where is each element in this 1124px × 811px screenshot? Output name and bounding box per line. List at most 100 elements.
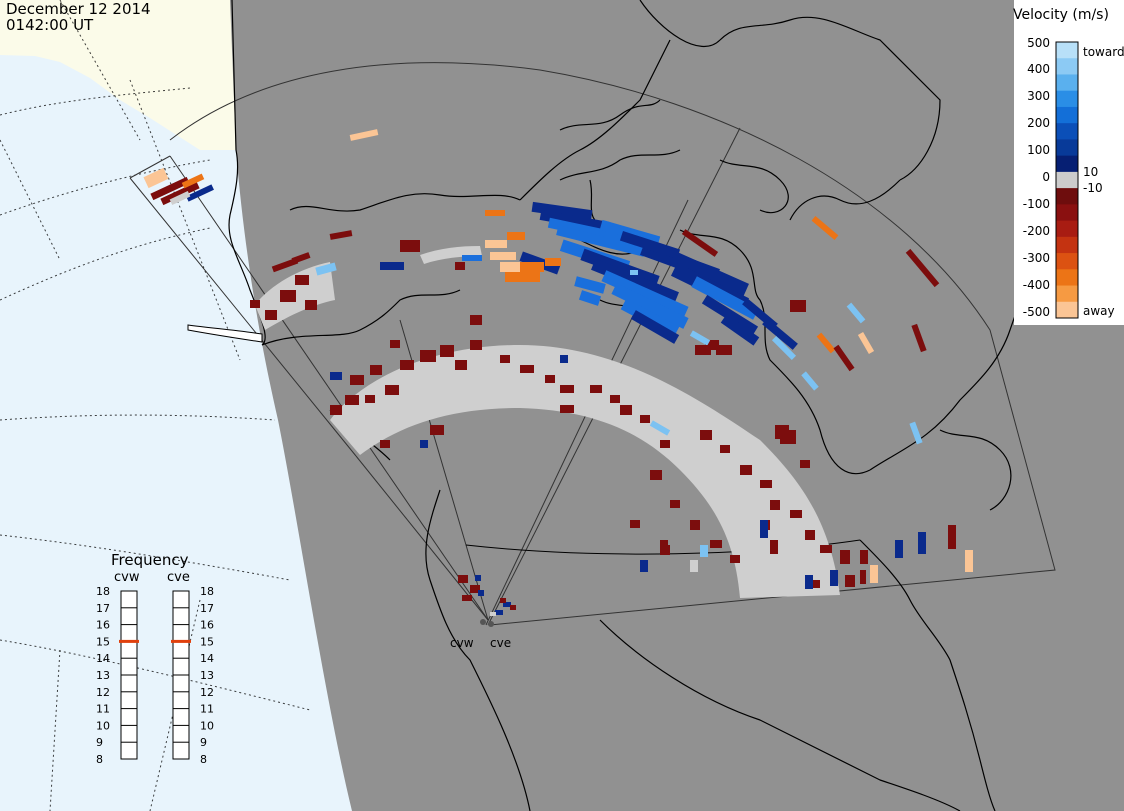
echo-cell — [857, 331, 875, 355]
echo-cell — [840, 550, 850, 564]
colorbar-cell — [1056, 301, 1078, 319]
radar-site-cvw-marker — [480, 619, 486, 625]
echo-cell — [330, 405, 342, 415]
ground-scatter-band — [330, 345, 840, 598]
colorbar-away-label: away — [1083, 304, 1115, 318]
echo-cell — [365, 395, 375, 403]
echo-cell — [870, 565, 878, 583]
frequency-tick-label: 9 — [200, 736, 207, 749]
colorbar-title: Velocity (m/s) — [1013, 7, 1109, 23]
graticule — [0, 0, 311, 811]
echo-cell — [770, 500, 780, 510]
echo-cell — [909, 421, 923, 445]
echo-cell — [345, 395, 359, 405]
echo-cell — [681, 229, 719, 257]
frequency-tick-label: 10 — [200, 719, 214, 732]
echo-cell — [485, 210, 505, 216]
echo-cell — [186, 184, 214, 202]
radar-site-cve-label: cve — [490, 636, 511, 650]
echo-cell — [660, 440, 670, 448]
frequency-tick-label: 9 — [96, 736, 103, 749]
colorbar-toward-label: toward — [1083, 45, 1124, 59]
echo-cell — [250, 300, 260, 308]
echo-cell — [790, 300, 806, 312]
colorbar-tick-label: 0 — [1042, 170, 1050, 184]
echo-cell — [490, 612, 496, 616]
echo-cell — [545, 258, 561, 266]
colorbar-tick-label: 400 — [1027, 62, 1050, 76]
frequency-tick-label: 13 — [200, 669, 214, 682]
echo-cell — [458, 575, 468, 583]
echo-cell — [295, 275, 309, 285]
echo-cell — [503, 602, 511, 607]
frequency-tick-label: 17 — [96, 602, 110, 615]
frequency-tick-label: 15 — [96, 635, 110, 648]
frequency-title: Frequency — [111, 551, 189, 569]
colorbar-cell — [1056, 236, 1078, 254]
echo-cell — [380, 440, 390, 448]
colorbar-tick-label: 200 — [1027, 116, 1050, 130]
echo-cell — [801, 371, 819, 391]
echo-cell — [816, 332, 836, 354]
echo-cell — [860, 550, 868, 564]
frequency-tick-label: 17 — [200, 602, 214, 615]
colorbar-cell — [1056, 269, 1078, 287]
echo-cell — [860, 570, 866, 584]
colorbar-cell — [1056, 155, 1078, 173]
frequency-tick-label: 12 — [200, 686, 214, 699]
echo-cell — [574, 276, 606, 294]
colorbar-cell — [1056, 204, 1078, 222]
frequency-marker-cvw — [119, 639, 139, 643]
echo-cell — [660, 540, 668, 550]
echo-cell — [560, 405, 574, 413]
echo-cell — [690, 520, 700, 530]
echo-cell — [620, 405, 632, 415]
echo-cell — [760, 520, 768, 538]
echo-cell — [420, 440, 428, 448]
echo-cell — [400, 240, 420, 252]
echo-cell — [720, 445, 730, 453]
echo-cell — [833, 344, 855, 372]
echo-cell — [556, 225, 646, 257]
echo-cell — [649, 420, 671, 436]
echo-cell — [911, 323, 927, 353]
colorbar-cell — [1056, 188, 1078, 205]
echo-cell — [475, 575, 481, 581]
colorbar-cell — [1056, 42, 1078, 59]
echo-cell — [350, 375, 364, 385]
frequency-markers — [119, 639, 191, 643]
colorbar-cell — [1056, 90, 1078, 108]
echo-cell — [805, 575, 813, 589]
echo-cell — [591, 258, 679, 304]
echo-cell — [630, 270, 638, 275]
echo-cell — [490, 252, 516, 260]
frequency-tick-label: 14 — [200, 652, 214, 665]
land-outside-grid — [0, 0, 236, 150]
echo-cell — [560, 385, 574, 393]
radar-site-cvw-label: cvw — [450, 636, 474, 650]
colorbar-cell — [1056, 285, 1078, 303]
colorbar-tick-label: -200 — [1023, 224, 1050, 238]
echo-cell — [640, 560, 648, 572]
echo-cell — [601, 270, 689, 318]
echo-cell — [905, 248, 940, 288]
echo-cell — [771, 335, 797, 361]
echo-cell — [705, 340, 719, 350]
colorbar-inner-label-neg: -10 — [1083, 181, 1103, 195]
echo-cell — [271, 257, 299, 273]
radar-site-cve-marker — [488, 621, 494, 627]
echo-cell — [507, 232, 525, 240]
echo-cell — [520, 365, 534, 373]
echo-cell — [810, 580, 820, 588]
frequency-tick-label: 8 — [200, 753, 207, 766]
echo-cell — [695, 345, 711, 355]
colorbar-tick-label: -500 — [1023, 305, 1050, 319]
echo-cell — [775, 425, 789, 439]
echo-cell — [730, 555, 740, 563]
colorbar-cell — [1056, 139, 1078, 157]
echo-cell — [619, 230, 681, 260]
colorbar-ticks: 500 400 300 200 100 0 -100 -200 -300 -400 -500 — [1023, 36, 1050, 319]
frequency-tick-label: 12 — [96, 686, 110, 699]
frequency-panel: Frequency cvw cve 1817161514131211109818… — [96, 551, 214, 766]
